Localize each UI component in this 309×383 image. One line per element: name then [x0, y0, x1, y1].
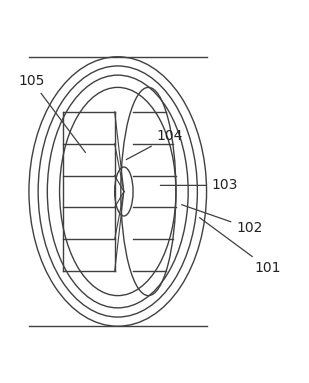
Text: 102: 102: [182, 205, 263, 235]
Text: 104: 104: [126, 129, 183, 160]
Text: 103: 103: [160, 178, 238, 192]
Text: 101: 101: [200, 218, 281, 275]
Text: 105: 105: [19, 74, 86, 152]
